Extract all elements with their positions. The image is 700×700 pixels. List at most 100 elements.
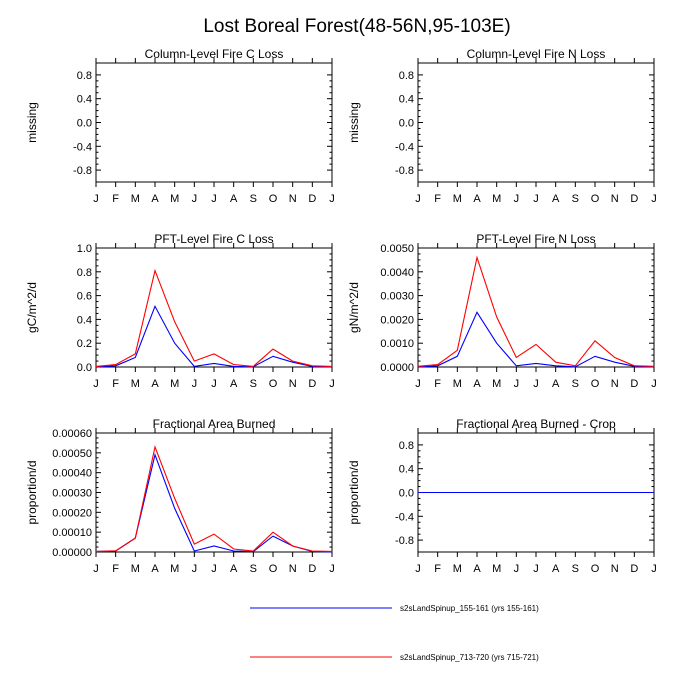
x-tick-label: A [552, 193, 560, 205]
x-tick-label: F [434, 563, 441, 575]
series-line [95, 268, 333, 367]
x-tick-label: M [131, 563, 140, 575]
x-tick-label: S [250, 378, 257, 390]
x-tick-label: F [434, 378, 441, 390]
y-tick-label: 0.2 [77, 338, 92, 350]
y-tick-label: 0.00000 [52, 547, 92, 559]
y-tick-label: 0.00060 [52, 428, 92, 440]
chart-panel: Fractional Area Burned 0.00000 0.00010 0.00… [25, 417, 335, 575]
x-tick-label: F [434, 193, 441, 205]
y-tick-label: 0.00050 [52, 448, 92, 460]
x-tick-label: A [151, 563, 159, 575]
x-tick-label: S [572, 193, 579, 205]
x-tick-label: A [552, 378, 560, 390]
series-line [95, 444, 333, 552]
x-tick-label: O [269, 563, 278, 575]
x-tick-label: M [170, 563, 179, 575]
chart-title: Column-Level Fire C Loss [145, 47, 284, 61]
y-tick-label: 0.4 [77, 94, 92, 106]
y-tick-label: 0.8 [77, 70, 92, 82]
x-tick-label: N [289, 193, 297, 205]
x-tick-label: S [250, 193, 257, 205]
x-tick-label: M [453, 378, 462, 390]
x-tick-label: J [533, 378, 539, 390]
y-tick-label: 0.0040 [380, 267, 414, 279]
x-tick-label: N [611, 193, 619, 205]
chart-panels: Column-Level Fire C Loss -0.8 -0.4 0.0 0.4 0.… [25, 47, 657, 575]
y-tick-label: 0.0 [399, 488, 414, 500]
x-tick-label: D [630, 563, 638, 575]
x-tick-label: O [269, 193, 278, 205]
x-tick-label: D [308, 193, 316, 205]
y-axis-label: missing [25, 102, 39, 143]
x-tick-label: M [492, 193, 501, 205]
y-tick-label: 0.0000 [380, 362, 414, 374]
y-axis-label: proportion/d [25, 460, 39, 524]
x-tick-label: J [415, 563, 421, 575]
x-tick-label: J [192, 563, 198, 575]
series-line [417, 311, 655, 368]
x-tick-label: J [329, 563, 335, 575]
y-tick-label: 0.8 [77, 267, 92, 279]
x-tick-label: M [170, 378, 179, 390]
x-tick-label: A [230, 193, 238, 205]
chart-title: Fractional Area Burned - Crop [456, 417, 616, 431]
legend-label: s2sLandSpinup_155-161 (yrs 155-161) [400, 604, 539, 613]
x-tick-label: S [572, 378, 579, 390]
x-tick-label: J [329, 193, 335, 205]
x-tick-label: J [192, 378, 198, 390]
y-tick-label: 0.8 [399, 70, 414, 82]
y-tick-label: 0.0 [77, 118, 92, 130]
x-tick-label: J [533, 563, 539, 575]
x-tick-label: O [591, 193, 600, 205]
x-tick-label: J [211, 193, 217, 205]
chart-panel: PFT-Level Fire C Loss 0.0 0.2 0.4 0.6 0.8 1.0 J… [25, 232, 335, 390]
y-tick-label: 0.4 [399, 464, 414, 476]
y-tick-label: 0.8 [399, 440, 414, 452]
y-tick-label: -0.4 [73, 141, 92, 153]
x-tick-label: S [572, 563, 579, 575]
x-tick-label: D [630, 193, 638, 205]
y-tick-label: 0.4 [399, 94, 414, 106]
x-tick-label: J [514, 378, 520, 390]
x-tick-label: J [93, 378, 99, 390]
x-tick-label: J [533, 193, 539, 205]
y-tick-label: 0.0 [399, 118, 414, 130]
x-tick-label: D [308, 563, 316, 575]
x-tick-label: J [514, 563, 520, 575]
x-tick-label: A [473, 563, 481, 575]
x-tick-label: O [591, 563, 600, 575]
chart-panel: Column-Level Fire C Loss -0.8 -0.4 0.0 0.4 0.… [25, 47, 335, 205]
y-tick-label: -0.8 [395, 535, 414, 547]
x-tick-label: S [250, 563, 257, 575]
x-tick-label: F [112, 378, 119, 390]
x-tick-label: M [131, 193, 140, 205]
y-tick-label: 0.0 [77, 362, 92, 374]
y-tick-label: 0.00020 [52, 507, 92, 519]
x-tick-label: A [151, 378, 159, 390]
y-tick-label: 0.0030 [380, 291, 414, 303]
y-tick-label: 0.4 [77, 314, 92, 326]
x-tick-label: F [112, 193, 119, 205]
x-tick-label: J [651, 563, 657, 575]
y-axis-label: missing [347, 102, 361, 143]
x-tick-label: F [112, 563, 119, 575]
x-tick-label: J [415, 193, 421, 205]
x-tick-label: D [308, 378, 316, 390]
y-tick-label: 0.00030 [52, 488, 92, 500]
y-tick-label: 0.0010 [380, 338, 414, 350]
x-tick-label: J [329, 378, 335, 390]
x-tick-label: J [93, 193, 99, 205]
series-line [95, 452, 333, 553]
x-tick-label: A [230, 378, 238, 390]
x-tick-label: M [170, 193, 179, 205]
x-tick-label: J [192, 193, 198, 205]
y-tick-label: -0.8 [73, 165, 92, 177]
chart-panel: PFT-Level Fire N Loss 0.0000 0.0010 0.0020 0… [347, 232, 657, 390]
x-tick-label: J [514, 193, 520, 205]
y-tick-label: -0.4 [395, 511, 414, 523]
x-tick-label: O [269, 378, 278, 390]
legend: s2sLandSpinup_155-161 (yrs 155-161) s2sLa… [250, 604, 539, 662]
x-tick-label: A [473, 193, 481, 205]
series-line [95, 304, 333, 368]
